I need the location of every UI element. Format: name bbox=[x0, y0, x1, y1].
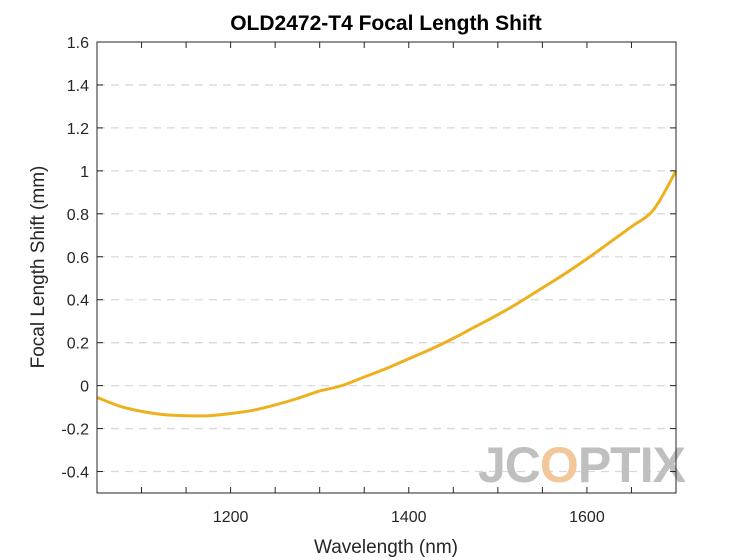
y-axis-ticks: 1.6 1.4 1.2 1 0.8 0.6 0.4 0.2 0 -0.2 -0.4 bbox=[61, 35, 676, 482]
grid-lines bbox=[97, 84, 676, 473]
jcoptix-watermark: JCOPTIX bbox=[478, 437, 687, 493]
y-axis-label: Focal Length Shift (mm) bbox=[28, 166, 49, 369]
watermark-part-1: JC bbox=[478, 437, 540, 493]
y-tick-label: -0.4 bbox=[61, 465, 89, 482]
y-tick-label: 1.4 bbox=[67, 78, 89, 95]
focal-shift-series-line bbox=[96, 170, 678, 418]
watermark-part-3: PTIX bbox=[578, 437, 686, 493]
svg-text:JCOPTIX: JCOPTIX bbox=[478, 437, 686, 493]
y-tick-label: 1 bbox=[80, 164, 89, 181]
x-axis-ticks: 1200 1400 1600 bbox=[141, 42, 632, 526]
chart-title: OLD2472-T4 Focal Length Shift bbox=[230, 12, 542, 35]
x-tick-label: 1400 bbox=[391, 509, 427, 526]
y-tick-label: 0 bbox=[80, 379, 89, 396]
y-tick-label: -0.2 bbox=[61, 422, 89, 439]
y-tick-label: 0.4 bbox=[67, 293, 89, 310]
y-tick-label: 0.2 bbox=[67, 336, 89, 353]
y-tick-label: 0.8 bbox=[67, 207, 89, 224]
x-tick-label: 1200 bbox=[213, 509, 249, 526]
x-axis-label: Wavelength (nm) bbox=[314, 537, 458, 558]
y-tick-label: 0.6 bbox=[67, 250, 89, 267]
y-tick-label: 1.2 bbox=[67, 121, 89, 138]
watermark-part-2: O bbox=[540, 437, 578, 493]
x-tick-label: 1600 bbox=[569, 509, 605, 526]
plot-frame bbox=[96, 41, 677, 494]
y-tick-label: 1.6 bbox=[67, 35, 89, 52]
series-layer bbox=[96, 170, 678, 418]
